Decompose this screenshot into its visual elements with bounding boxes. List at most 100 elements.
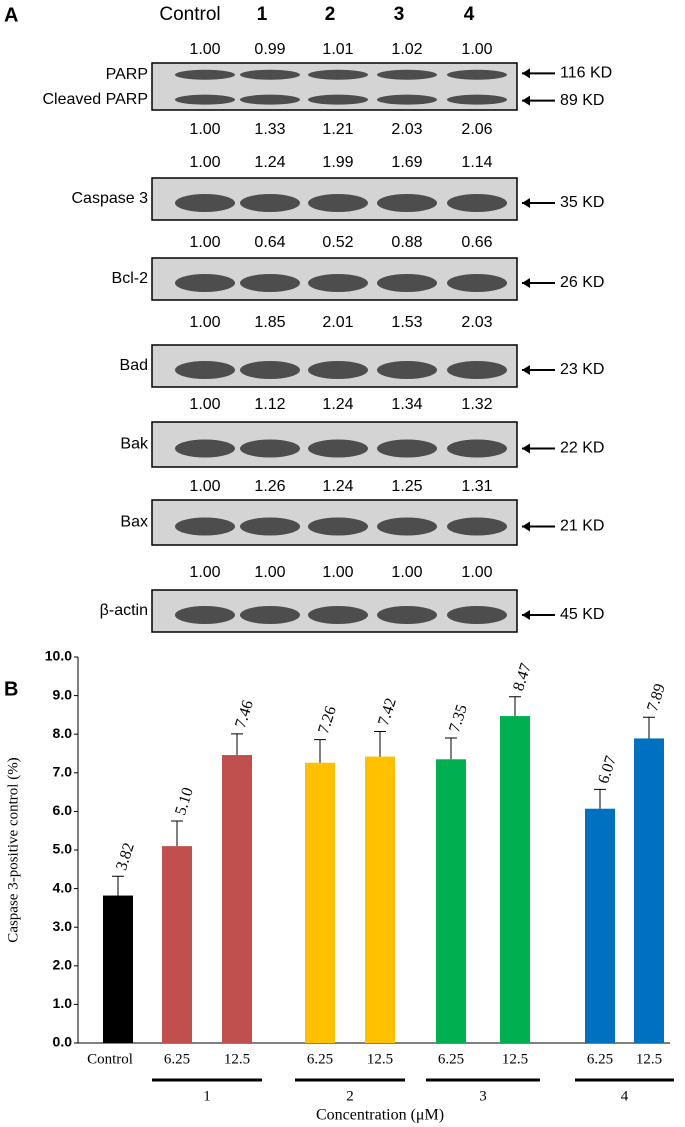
band bbox=[175, 69, 235, 80]
ratio: 1.26 bbox=[254, 478, 285, 495]
band bbox=[175, 517, 235, 536]
band bbox=[240, 274, 300, 292]
value-label: 3.82 bbox=[113, 841, 138, 873]
size-label: 23 KD bbox=[560, 361, 604, 378]
value-label: 7.42 bbox=[375, 696, 400, 728]
ratio: 0.64 bbox=[254, 234, 285, 251]
size-label: 89 KD bbox=[560, 92, 604, 109]
group-label: 4 bbox=[621, 1088, 629, 1104]
protein-label: Bak bbox=[120, 436, 149, 453]
band bbox=[308, 94, 368, 105]
arrow-head bbox=[522, 521, 530, 532]
panel-label: B bbox=[4, 678, 18, 700]
band bbox=[308, 606, 368, 624]
band bbox=[240, 439, 300, 458]
y-tick-label: 5.0 bbox=[53, 841, 73, 857]
bar bbox=[436, 759, 466, 1043]
error-bar bbox=[231, 733, 243, 756]
arrow-head bbox=[522, 68, 530, 79]
ratio: 1.00 bbox=[189, 396, 220, 413]
ratio: 1.21 bbox=[322, 121, 353, 138]
ratio: 2.03 bbox=[461, 314, 492, 331]
ratio: 1.24 bbox=[254, 154, 285, 171]
band bbox=[308, 69, 368, 80]
error-bar bbox=[643, 716, 655, 739]
error-bar bbox=[509, 696, 521, 717]
band bbox=[447, 194, 507, 212]
y-tick-label: 10.0 bbox=[45, 648, 72, 664]
panel-label: A bbox=[4, 4, 18, 26]
band bbox=[377, 69, 437, 80]
value-label: 5.10 bbox=[172, 786, 197, 818]
bar bbox=[634, 738, 664, 1043]
ratio: 1.00 bbox=[189, 478, 220, 495]
band bbox=[377, 606, 437, 624]
band bbox=[447, 517, 507, 536]
ratio: 0.52 bbox=[322, 234, 353, 251]
protein-label: PARP bbox=[106, 66, 148, 83]
x-tick-label: 12.5 bbox=[367, 1051, 393, 1067]
lane-label: 4 bbox=[464, 4, 475, 25]
size-label: 116 KD bbox=[560, 65, 612, 82]
protein-label: Cleaved PARP bbox=[42, 91, 148, 108]
protein-label: Bax bbox=[120, 514, 148, 531]
value-label: 7.89 bbox=[644, 682, 669, 714]
value-label: 7.26 bbox=[315, 704, 340, 736]
ratio: 1.01 bbox=[322, 41, 353, 58]
y-tick-label: 4.0 bbox=[53, 879, 73, 895]
group-label: 3 bbox=[479, 1088, 487, 1104]
lane-label: 1 bbox=[257, 4, 268, 25]
ratio: 1.69 bbox=[391, 154, 422, 171]
bar bbox=[305, 762, 335, 1043]
error-bar bbox=[594, 788, 606, 809]
error-bar bbox=[171, 820, 183, 847]
ratio: 1.85 bbox=[254, 314, 285, 331]
x-tick-label: 12.5 bbox=[502, 1051, 528, 1067]
arrow-head bbox=[522, 198, 530, 208]
x-tick-label: 6.25 bbox=[587, 1051, 613, 1067]
band bbox=[308, 361, 368, 379]
band bbox=[377, 361, 437, 379]
ratio: 1.00 bbox=[189, 154, 220, 171]
y-axis-label: Caspase 3-positive control (%) bbox=[5, 757, 21, 942]
ratio: 1.02 bbox=[391, 41, 422, 58]
ratio: 1.00 bbox=[391, 564, 422, 581]
size-label: 45 KD bbox=[560, 606, 604, 623]
ratio: 1.34 bbox=[391, 396, 422, 413]
ratio: 1.24 bbox=[322, 478, 353, 495]
y-tick-label: 1.0 bbox=[53, 995, 73, 1011]
x-tick-label: Control bbox=[87, 1051, 133, 1067]
x-tick-label: 12.5 bbox=[636, 1051, 662, 1067]
protein-label: β-actin bbox=[100, 602, 148, 619]
band bbox=[447, 69, 507, 80]
y-tick-label: 2.0 bbox=[53, 957, 73, 973]
ratio: 1.53 bbox=[391, 314, 422, 331]
bar bbox=[162, 846, 192, 1043]
arrow-head bbox=[522, 610, 530, 620]
protein-label: Bcl-2 bbox=[112, 270, 149, 287]
band bbox=[175, 194, 235, 212]
band bbox=[447, 606, 507, 624]
x-tick-label: 6.25 bbox=[438, 1051, 464, 1067]
ratio: 0.88 bbox=[391, 234, 422, 251]
band bbox=[377, 274, 437, 292]
band bbox=[240, 606, 300, 624]
band bbox=[447, 439, 507, 458]
y-tick-label: 6.0 bbox=[53, 802, 73, 818]
band bbox=[308, 274, 368, 292]
error-bar bbox=[112, 875, 124, 896]
ratio: 1.12 bbox=[254, 396, 285, 413]
band bbox=[240, 94, 300, 105]
bar bbox=[222, 755, 252, 1043]
band bbox=[175, 606, 235, 624]
ratio: 1.24 bbox=[322, 396, 353, 413]
arrow-head bbox=[522, 365, 530, 375]
arrow-head bbox=[522, 443, 530, 454]
value-label: 7.46 bbox=[232, 698, 257, 730]
x-tick-label: 6.25 bbox=[307, 1051, 333, 1067]
x-tick-label: 6.25 bbox=[164, 1051, 190, 1067]
x-tick-label: 12.5 bbox=[224, 1051, 250, 1067]
band bbox=[377, 94, 437, 105]
value-label: 8.47 bbox=[510, 661, 535, 693]
band bbox=[240, 517, 300, 536]
